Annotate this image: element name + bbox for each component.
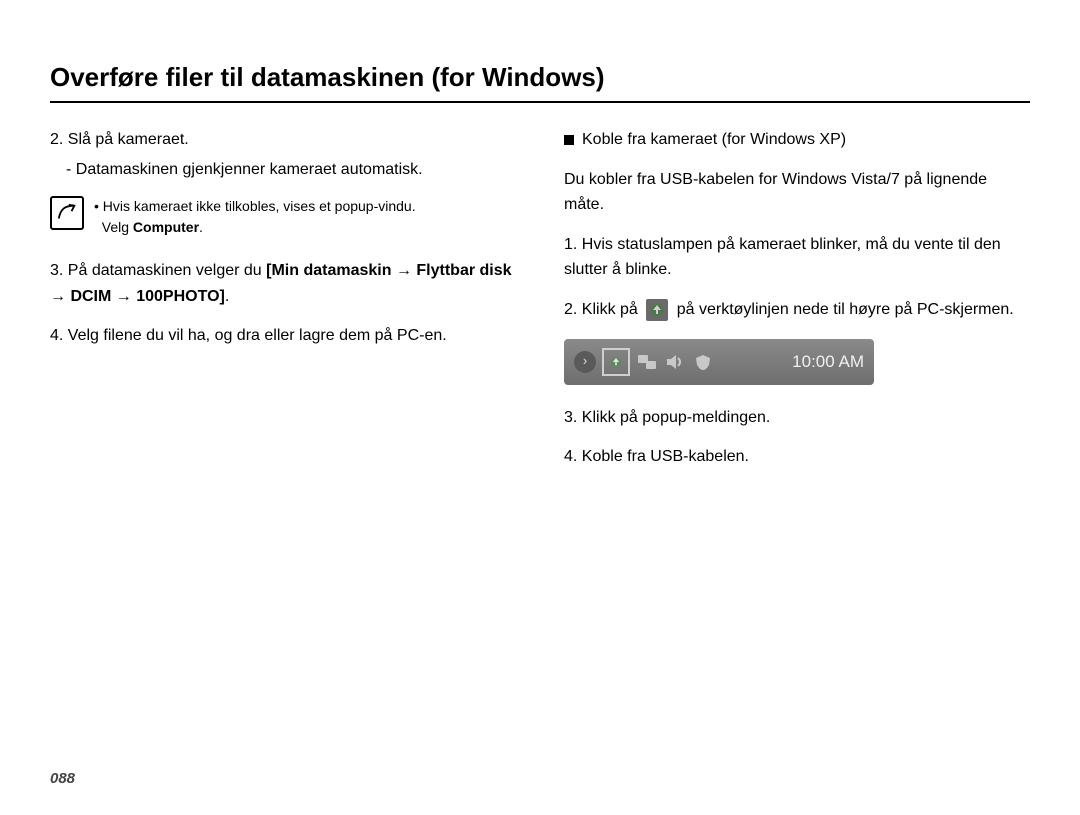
step-num: 1.	[564, 236, 577, 253]
step-3: 3. På datamaskinen velger du [Min datama…	[50, 258, 516, 309]
rstep-3: 3. Klikk på popup-meldingen.	[564, 405, 1030, 431]
note-line2a: Velg	[102, 219, 133, 235]
step-text: Velg filene du vil ha, og dra eller lagr…	[68, 327, 447, 344]
intro-text: Du kobler fra USB-kabelen for Windows Vi…	[564, 167, 1030, 218]
note-icon	[50, 196, 84, 230]
step-num: 4.	[50, 327, 63, 344]
safely-remove-icon	[646, 299, 668, 321]
right-column: Koble fra kameraet (for Windows XP) Du k…	[564, 127, 1030, 484]
r2-a: 2. Klikk på	[564, 301, 638, 318]
note-line2b: Computer	[133, 219, 199, 235]
step-num: 4.	[564, 448, 577, 465]
step-text: Koble fra USB-kabelen.	[582, 448, 749, 465]
step-4: 4. Velg filene du vil ha, og dra eller l…	[50, 323, 516, 349]
page-title: Overføre filer til datamaskinen (for Win…	[50, 62, 1030, 103]
page-number: 088	[50, 770, 75, 787]
note-text: • Hvis kameraet ikke tilkobles, vises et…	[94, 196, 416, 238]
note-box: • Hvis kameraet ikke tilkobles, vises et…	[50, 196, 516, 238]
tray-clock: 10:00 AM	[792, 348, 864, 375]
note-line1: Hvis kameraet ikke tilkobles, vises et p…	[103, 198, 416, 214]
note-line2c: .	[199, 219, 203, 235]
tray-shield-icon	[692, 351, 714, 373]
step-num: 3.	[564, 409, 577, 426]
square-bullet-icon	[564, 135, 574, 145]
tray-safely-remove-icon	[602, 348, 630, 376]
step-num: 3.	[50, 262, 63, 279]
step-2-sub: - Datamaskinen gjenkjenner kameraet auto…	[50, 157, 516, 183]
step3-c: .	[225, 288, 229, 305]
section-heading: Koble fra kameraet (for Windows XP)	[564, 127, 1030, 153]
rstep-4: 4. Koble fra USB-kabelen.	[564, 444, 1030, 470]
step-text: Slå på kameraet.	[68, 131, 189, 148]
step-text: Klikk på popup-meldingen.	[582, 409, 771, 426]
content-columns: 2. Slå på kameraet. - Datamaskinen gjenk…	[50, 127, 1030, 484]
taskbar-image: › 10:00 AM	[564, 339, 874, 385]
tray-volume-icon	[664, 351, 686, 373]
tray-network-icon	[636, 351, 658, 373]
left-column: 2. Slå på kameraet. - Datamaskinen gjenk…	[50, 127, 516, 484]
step-text: Hvis statuslampen på kameraet blinker, m…	[564, 236, 1001, 279]
section-heading-text: Koble fra kameraet (for Windows XP)	[582, 127, 846, 153]
r2-b: på verktøylinjen nede til høyre på PC-sk…	[677, 301, 1014, 318]
bullet: •	[94, 198, 99, 214]
rstep-1: 1. Hvis statuslampen på kameraet blinker…	[564, 232, 1030, 283]
step3-a: På datamaskinen velger du	[68, 262, 266, 279]
rstep-2: 2. Klikk på på verktøylinjen nede til hø…	[564, 297, 1030, 323]
step-num: 2.	[50, 131, 63, 148]
tray-expand-icon: ›	[574, 351, 596, 373]
step-2: 2. Slå på kameraet. - Datamaskinen gjenk…	[50, 127, 516, 182]
